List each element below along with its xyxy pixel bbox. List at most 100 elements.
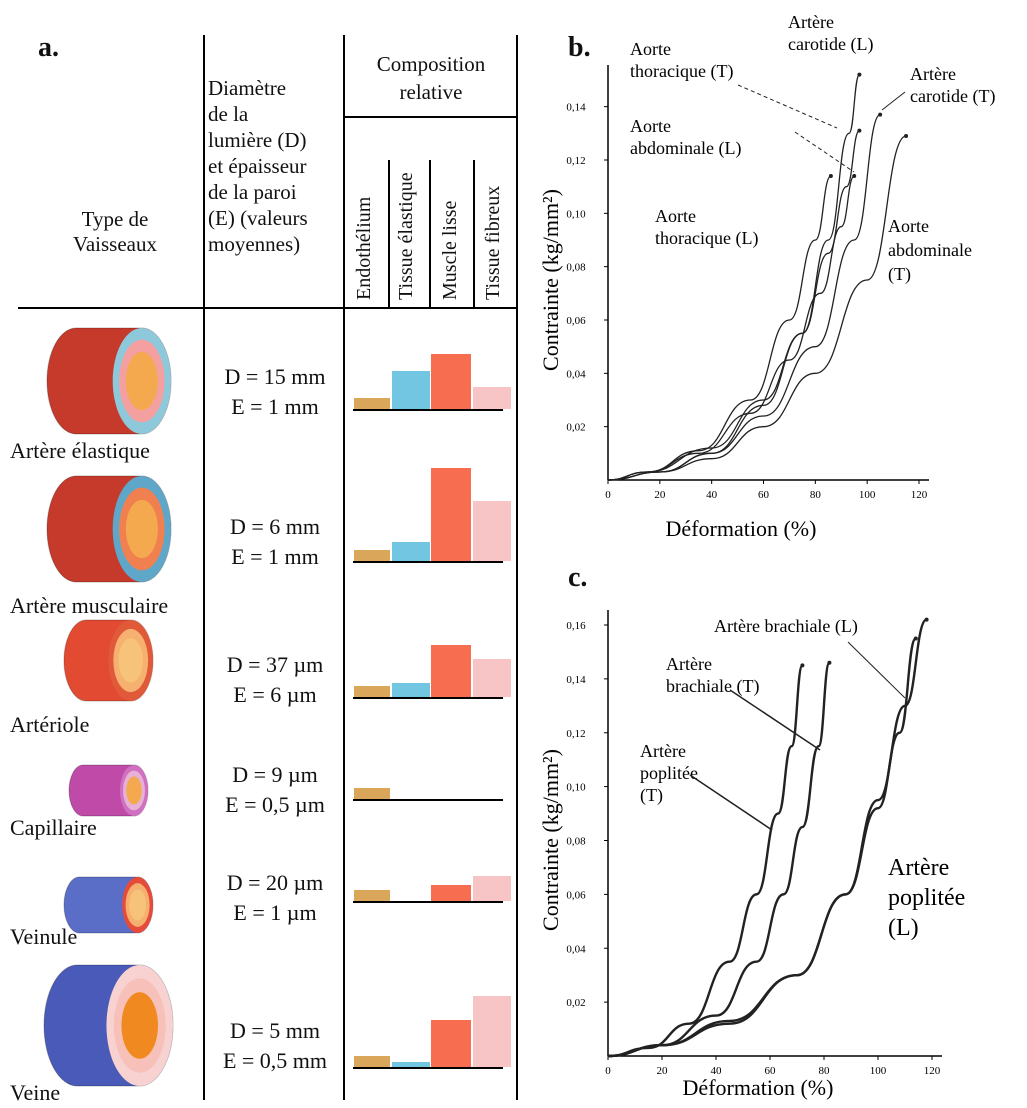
x-tick-label: 80 xyxy=(810,489,822,501)
y-tick-label: 0,16 xyxy=(566,620,586,632)
panel-c-label: c. xyxy=(568,562,588,593)
diameter-value: D = 37 µm xyxy=(226,652,324,677)
series-label-line: brachiale (T) xyxy=(666,676,759,697)
composition-bar-endothelium xyxy=(354,788,390,799)
series-label: Artère brachiale (L) xyxy=(714,616,858,637)
composition-bar-fibreux xyxy=(473,387,511,409)
table-divider xyxy=(343,116,517,118)
composition-bar-endothelium xyxy=(354,398,390,409)
y-tick-label: 0,14 xyxy=(566,102,586,114)
series-label-line: (L) xyxy=(888,915,919,941)
vessel-dimensions: D = 6 mm E = 1 mm xyxy=(205,512,345,572)
series-label-line: Aorte xyxy=(630,116,671,136)
series-line xyxy=(607,175,832,481)
table-divider xyxy=(203,35,205,1100)
series-label: Artère carotide (L) xyxy=(788,12,873,55)
elastic-artery-icon xyxy=(46,327,171,435)
header-line: de la paroi xyxy=(208,180,297,204)
thickness-value: E = 6 µm xyxy=(233,682,317,707)
series-endpoint xyxy=(827,660,832,665)
column-endothelium: Endothélium xyxy=(353,196,375,300)
table-divider xyxy=(473,160,475,308)
table-divider xyxy=(343,35,345,1100)
y-tick-label: 0,12 xyxy=(566,155,585,167)
series-line xyxy=(607,664,804,1058)
vessel-dimensions: D = 9 µm E = 0,5 µm xyxy=(205,760,345,820)
composition-bar-elastique xyxy=(392,683,430,697)
vessel-dimensions: D = 5 mm E = 0,5 mm xyxy=(205,1016,345,1076)
header-line: lumière (D) xyxy=(208,128,307,152)
vessel-name: Artère musculaire xyxy=(10,593,169,618)
vessel-name: Artériole xyxy=(10,712,90,737)
series-label-line: poplitée xyxy=(640,763,698,783)
y-tick-label: 0,02 xyxy=(566,422,585,434)
leader-line xyxy=(794,131,855,173)
composition-bar-muscle xyxy=(431,1020,471,1067)
header-line: (E) (valeurs xyxy=(208,206,308,230)
y-axis-label: Contrainte (kg/mm²) xyxy=(538,189,563,371)
composition-bar-muscle xyxy=(431,354,471,409)
capillary-icon xyxy=(68,764,149,817)
x-tick-label: 80 xyxy=(819,1065,831,1077)
bar-baseline xyxy=(353,901,503,903)
series-line xyxy=(607,637,917,1058)
header-line: Vaisseaux xyxy=(73,232,157,256)
series-label: Artère poplitée (T) xyxy=(640,741,698,806)
vessel-name: Capillaire xyxy=(10,815,97,840)
y-tick-label: 0,06 xyxy=(566,315,586,327)
diameter-value: D = 5 mm xyxy=(229,1018,321,1043)
table-header-rule xyxy=(18,307,518,309)
composition-bar-muscle xyxy=(431,884,471,901)
header-line: de la xyxy=(208,102,249,126)
series-endpoint xyxy=(904,134,909,138)
composition-bar-muscle xyxy=(431,644,471,697)
y-axis-label: Contrainte (kg/mm²) xyxy=(538,749,563,931)
composition-bar-endothelium xyxy=(354,686,390,697)
bar-baseline xyxy=(353,409,503,411)
header-line: Type de xyxy=(81,207,149,231)
series-label: Artère brachiale (T) xyxy=(666,654,759,697)
series-endpoint xyxy=(913,636,918,641)
y-tick-label: 0,10 xyxy=(566,208,586,220)
composition-bar-endothelium xyxy=(354,1056,390,1067)
series-label: Aorte thoracique (T) xyxy=(630,39,733,82)
arteriole-icon xyxy=(63,619,154,702)
leader-line xyxy=(689,774,773,831)
composition-bar-elastique xyxy=(392,541,430,561)
vessel-name: Artère élastique xyxy=(10,438,150,463)
series-label-line: (T) xyxy=(640,785,663,806)
series-endpoint xyxy=(852,174,857,178)
series-line xyxy=(607,135,907,481)
vessel-dimensions: D = 37 µm E = 6 µm xyxy=(205,650,345,710)
leader-line xyxy=(729,689,821,751)
series-label: Aorte thoracique (L) xyxy=(655,206,758,249)
header-vessel-type: Type de Vaisseaux xyxy=(40,207,190,257)
column-fibrous-tissue: Tissue fibreux xyxy=(482,185,504,300)
panel-b-label: b. xyxy=(568,32,591,63)
x-axis-label: Déformation (%) xyxy=(666,516,817,541)
composition-bar-endothelium xyxy=(354,890,390,901)
series-label-line: abdominale (L) xyxy=(630,138,741,159)
series-endpoint xyxy=(878,112,883,117)
bar-baseline xyxy=(353,1067,503,1069)
leader-line xyxy=(847,641,906,699)
series-label-line: thoracique (L) xyxy=(655,228,758,249)
series-label-line: Artère xyxy=(888,855,949,881)
y-tick-label: 0,08 xyxy=(566,836,586,848)
series-label-line: poplitée xyxy=(888,885,965,911)
bar-baseline xyxy=(353,697,503,699)
series-label-line: carotide (L) xyxy=(788,34,873,55)
y-tick-label: 0,14 xyxy=(566,674,586,686)
composition-bar-endothelium xyxy=(354,550,390,561)
series-label-line: Aorte xyxy=(888,216,929,236)
composition-bar-fibreux xyxy=(473,876,511,901)
venule-icon xyxy=(63,876,154,934)
series-label-line: abdominale xyxy=(888,240,972,260)
x-axis-label: Déformation (%) xyxy=(683,1075,834,1100)
series-label-line: Aorte xyxy=(655,206,696,226)
series-label-line: Artère xyxy=(666,654,712,674)
series-label-line: carotide (T) xyxy=(910,86,995,107)
series-label-line: Artère xyxy=(640,741,686,761)
table-divider xyxy=(388,160,390,308)
composition-bar-muscle xyxy=(431,467,471,561)
